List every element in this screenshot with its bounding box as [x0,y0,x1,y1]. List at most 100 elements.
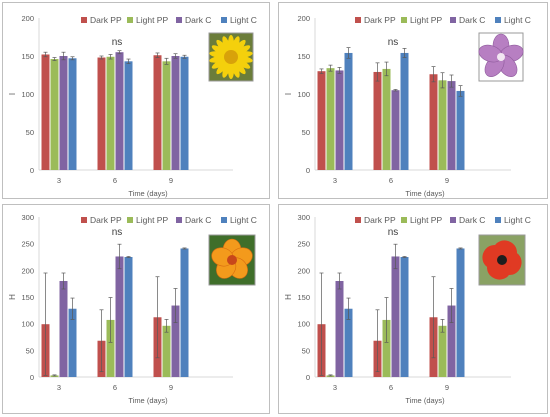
error-bar [384,61,389,77]
y-tick-label: 200 [297,14,310,23]
legend-label: Light PP [136,215,168,225]
error-bar [402,256,407,258]
x-tick-label: 6 [113,383,117,392]
bar [106,319,115,377]
x-axis-label: Time (days) [405,189,445,198]
error-bar [108,297,113,343]
bar [124,257,133,377]
error-bar [384,297,389,343]
x-tick-label: 9 [445,176,449,185]
y-tick-label: 50 [26,346,34,355]
y-tick-label: 0 [30,166,34,175]
bar [438,80,447,170]
legend-swatch [450,217,456,223]
legend-label: Dark PP [364,215,396,225]
error-bar [375,62,380,82]
y-tick-label: 100 [21,320,34,329]
error-bar [449,74,454,88]
error-bar [431,66,436,83]
error-bar [182,247,187,250]
error-bar [126,58,131,64]
error-bar [155,276,160,359]
bar [447,81,456,170]
x-tick-label: 3 [57,176,61,185]
error-bar [164,57,169,65]
legend-label: Dark PP [364,15,396,25]
legend-swatch [355,217,361,223]
legend-swatch [81,217,87,223]
y-tick-label: 200 [21,14,34,23]
error-bar [182,54,187,59]
y-axis-label: H [8,294,17,300]
legend-label: Dark C [459,15,485,25]
x-tick-label: 6 [113,176,117,185]
y-tick-label: 150 [297,293,310,302]
x-tick-label: 3 [333,176,337,185]
legend-swatch [176,217,182,223]
legend-item: Dark C [450,215,485,225]
error-bar [319,272,324,376]
error-bar [117,50,122,55]
error-bar [402,48,407,58]
y-tick-label: 250 [21,240,34,249]
error-bar [117,243,122,270]
bar [68,308,77,377]
bar [171,56,180,170]
annotation-ns: ns [112,37,123,48]
y-axis-label: I [8,93,17,95]
bar [391,256,400,377]
chart-panel-bottom-left: 0 50 100 150 200 250 300 H 3 6 9 Time (days) ns Dark … [2,204,270,414]
y-tick-label: 100 [297,90,310,99]
y-tick-label: 50 [302,128,310,137]
legend-swatch [450,17,456,23]
error-bar [393,243,398,270]
error-bar [346,47,351,59]
legend-label: Light PP [410,215,442,225]
chart-panel-bottom-right: 0 50 100 150 200 250 300 H 3 6 9 Time (days) ns Dark … [278,204,548,414]
legend-label: Light PP [410,15,442,25]
y-tick-label: 300 [21,213,34,222]
bar [438,325,447,377]
bar [153,55,162,170]
error-bar [108,54,113,60]
bar [373,71,382,170]
y-tick-label: 100 [297,320,310,329]
legend-label: Dark C [185,215,211,225]
legend-label: Light C [230,15,257,25]
legend-label: Dark C [185,15,211,25]
bar [50,59,59,170]
legend-label: Dark PP [90,215,122,225]
legend-swatch [127,17,133,23]
legend-swatch [221,217,227,223]
legend-swatch [401,17,407,23]
error-bar [328,374,333,377]
error-bar [70,56,75,61]
error-bar [449,288,454,323]
error-bar [458,247,463,250]
error-bar [52,374,57,377]
error-bar [431,276,436,359]
y-axis-label: I [284,93,293,95]
bar [391,90,400,170]
legend-label: Dark PP [90,15,122,25]
error-bar [440,319,445,333]
bar [447,305,456,377]
error-bar [393,89,398,92]
bar [162,325,171,377]
y-tick-label: 50 [302,346,310,355]
legend-item: Light PP [127,215,168,225]
bar [317,71,326,170]
bar [106,56,115,171]
bar [456,248,465,377]
legend-item: Light C [495,15,531,25]
legend-label: Light C [504,215,531,225]
error-bar [126,256,131,258]
error-bar [99,55,104,60]
error-bar [375,309,380,373]
error-bar [173,288,178,323]
error-bar [99,309,104,373]
bar [400,257,409,377]
error-bar [164,319,169,333]
annotation-ns: ns [112,227,123,238]
y-tick-label: 200 [21,266,34,275]
